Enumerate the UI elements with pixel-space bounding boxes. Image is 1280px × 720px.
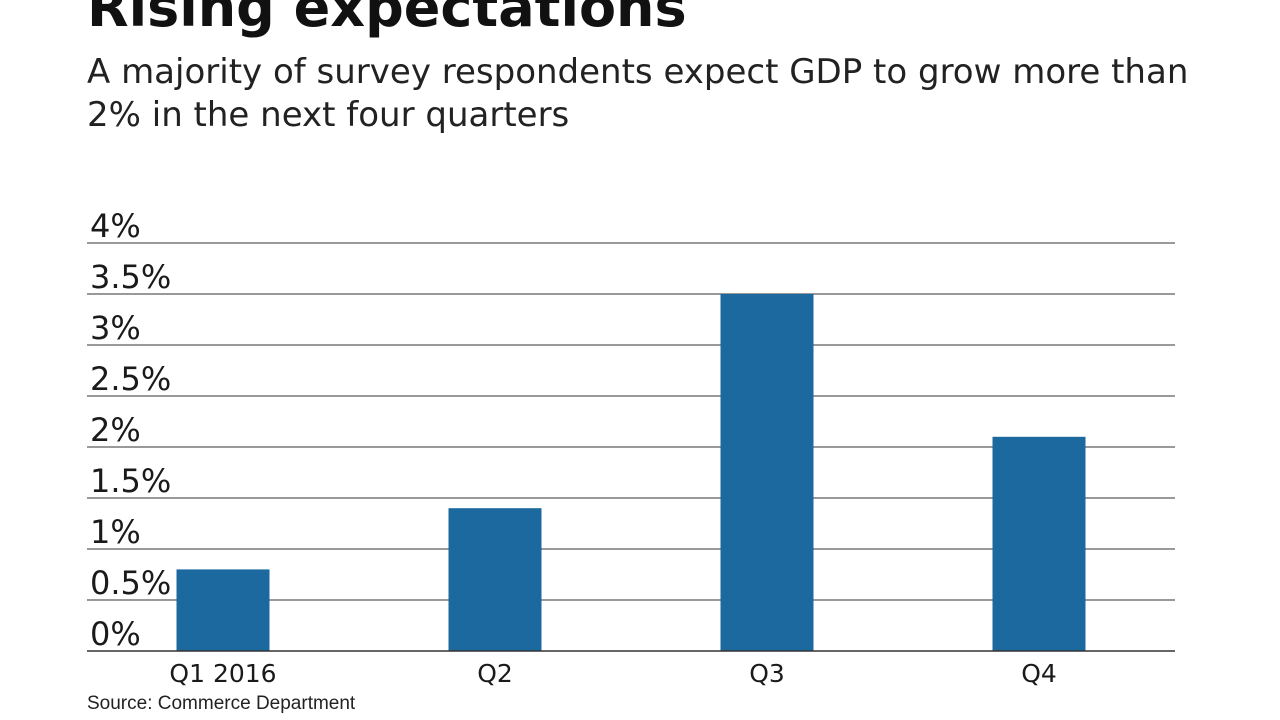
y-tick-label: 1% [90, 513, 141, 551]
y-tick-label: 0% [90, 615, 141, 653]
y-tick-label: 4% [90, 207, 141, 245]
chart-subtitle: A majority of survey respondents expect … [87, 52, 1189, 135]
x-tick-label: Q3 [749, 659, 785, 688]
x-axis-tick-labels: Q1 2016 Q2 Q3 Q4 [169, 659, 1056, 688]
y-tick-label: 3.5% [90, 258, 171, 296]
x-tick-label: Q1 2016 [169, 659, 276, 688]
y-axis-tick-labels: 0% 0.5% 1% 1.5% 2% 2.5% 3% 3.5% 4% [90, 207, 171, 653]
source-note: Source: Commerce Department [87, 693, 356, 714]
bar [992, 436, 1086, 651]
y-tick-label: 1.5% [90, 462, 171, 500]
x-tick-label: Q2 [477, 659, 513, 688]
y-tick-label: 2.5% [90, 360, 171, 398]
y-tick-label: 0.5% [90, 564, 171, 602]
x-tick-label: Q4 [1021, 659, 1057, 688]
bar [720, 294, 814, 651]
bar [176, 569, 270, 651]
chart-title: Rising expectations [87, 0, 687, 39]
y-tick-label: 2% [90, 411, 141, 449]
y-tick-label: 3% [90, 309, 141, 347]
bars [176, 294, 1086, 651]
bar [448, 508, 542, 651]
